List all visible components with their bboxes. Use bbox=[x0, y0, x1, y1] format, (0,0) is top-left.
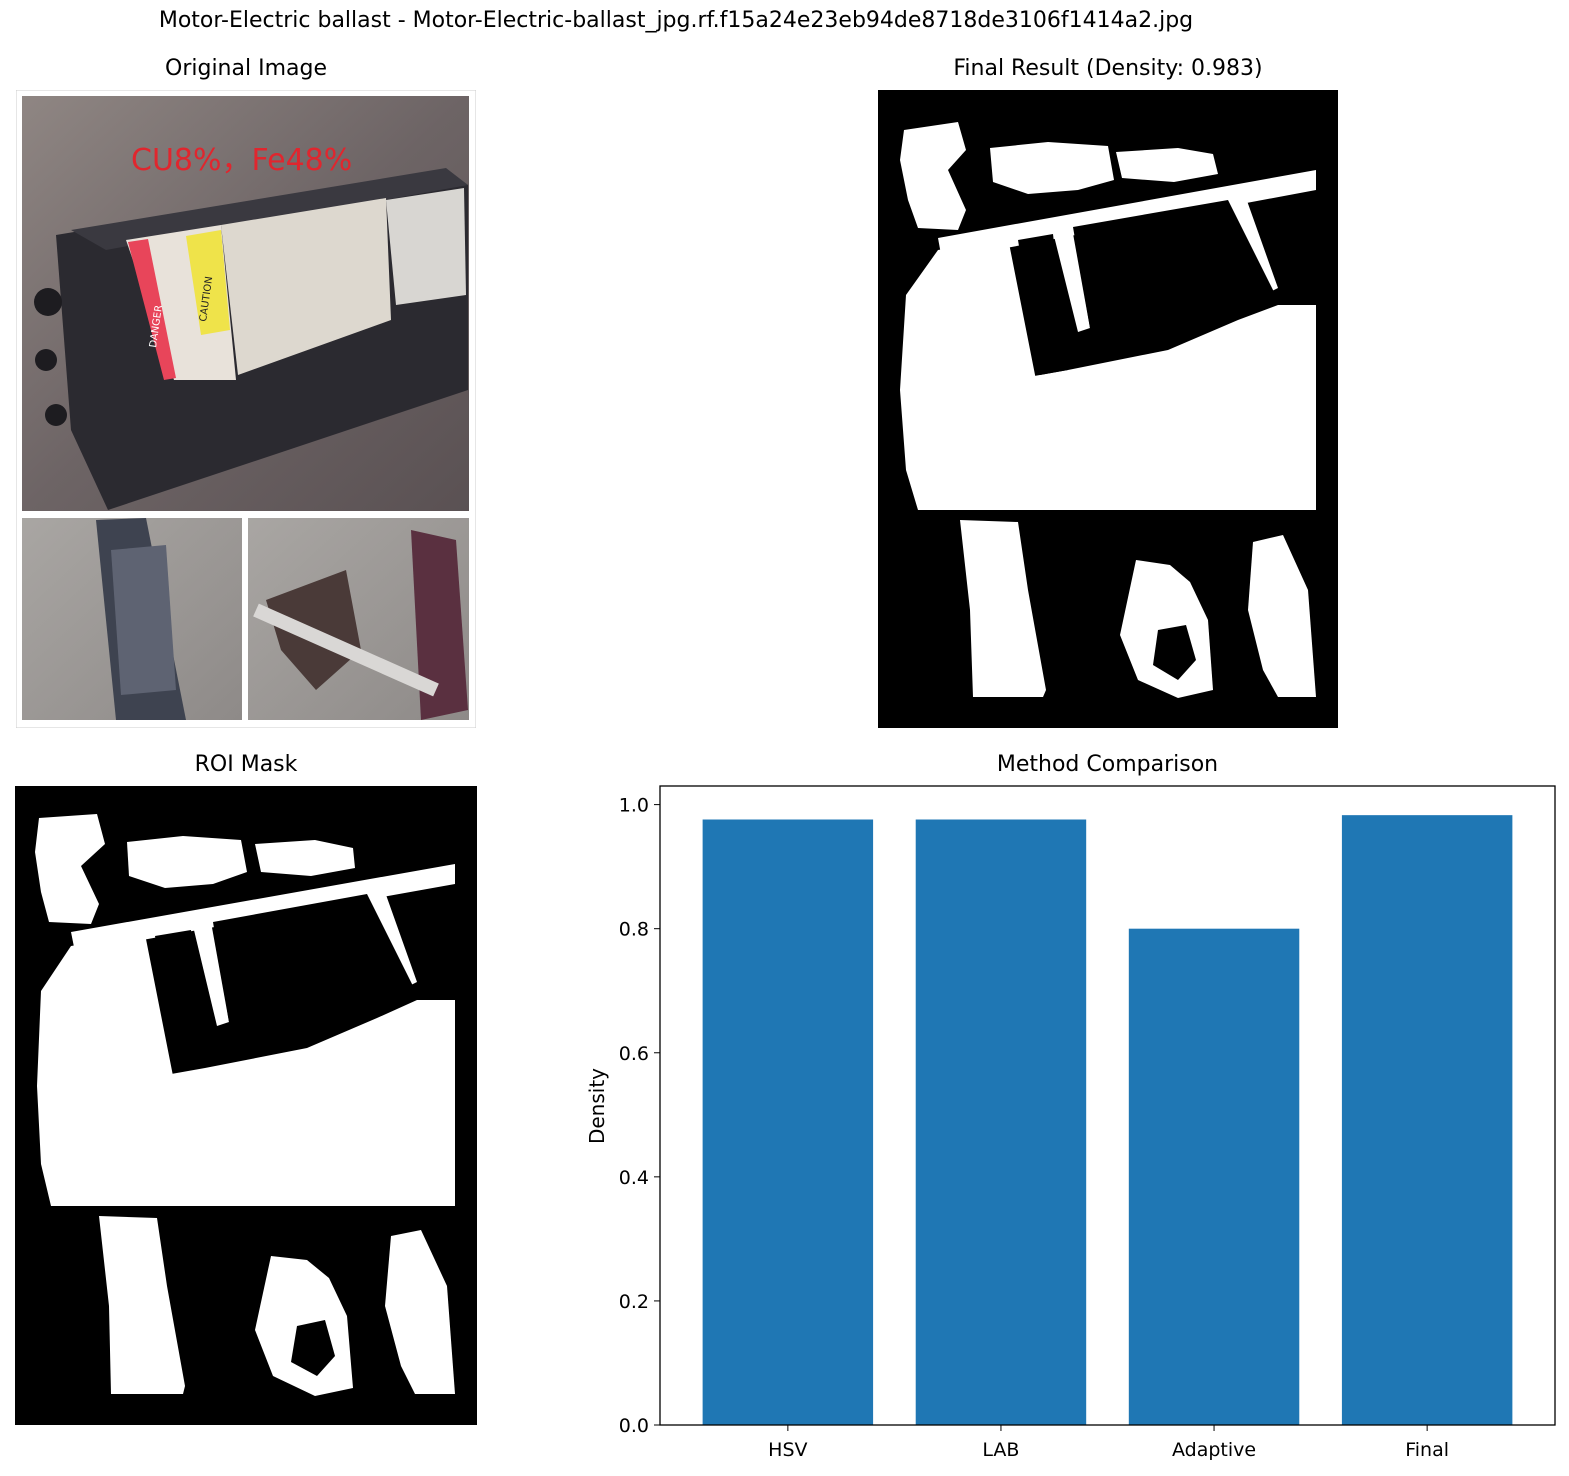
x-tick-label: Adaptive bbox=[1172, 1439, 1256, 1461]
bar-lab bbox=[915, 819, 1087, 1425]
roi-mask-title: ROI Mask bbox=[194, 752, 298, 777]
y-tick-label: 0.6 bbox=[619, 1043, 649, 1065]
final-result-mask bbox=[878, 90, 1338, 728]
original-photo: CU8%，Fe48% DANGER CAUTION bbox=[16, 90, 476, 728]
final-result-title: Final Result (Density: 0.983) bbox=[953, 56, 1263, 81]
figure-title: Motor-Electric ballast - Motor-Electric-… bbox=[158, 8, 1194, 33]
photo-overlay-text: CU8%，Fe48% bbox=[131, 143, 352, 178]
original-image-title: Original Image bbox=[165, 56, 327, 81]
bar-final bbox=[1341, 815, 1513, 1425]
roi-mask-shapes bbox=[35, 814, 455, 1396]
chart-frame bbox=[659, 785, 1556, 1426]
y-tick-label: 0.2 bbox=[619, 1291, 649, 1313]
x-tick-label: LAB bbox=[982, 1439, 1019, 1461]
bar-adaptive bbox=[1128, 928, 1300, 1425]
roi-mask bbox=[15, 786, 477, 1425]
y-tick-label: 1.0 bbox=[619, 795, 649, 817]
final-mask-shapes bbox=[900, 122, 1316, 698]
y-axis-label: Density bbox=[585, 1068, 609, 1144]
y-tick-label: 0.4 bbox=[619, 1167, 649, 1189]
method-comparison-title: Method Comparison bbox=[996, 752, 1219, 777]
y-tick-label: 0.8 bbox=[619, 919, 649, 941]
x-tick-label: HSV bbox=[768, 1439, 807, 1461]
bar-hsv bbox=[702, 819, 874, 1425]
y-tick-label: 0.0 bbox=[619, 1415, 649, 1437]
original-image-panel: CU8%，Fe48% DANGER CAUTION bbox=[16, 90, 476, 728]
x-tick-label: Final bbox=[1405, 1439, 1449, 1461]
